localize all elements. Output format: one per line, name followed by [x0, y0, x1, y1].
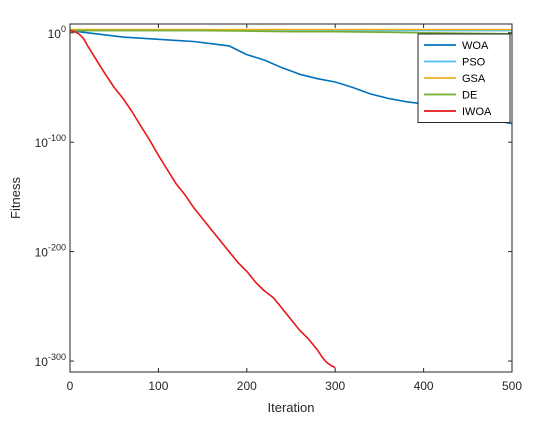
- plot-area-frame: [69, 23, 513, 373]
- legend-label-iwoa: IWOA: [462, 106, 492, 118]
- y-tick-label: 10-300: [35, 352, 66, 369]
- x-tick-label: 500: [502, 379, 522, 393]
- y-tick-label: 10-100: [35, 133, 66, 150]
- legend-label-pso: PSO: [462, 57, 486, 69]
- y-axis-title: Fitness: [8, 177, 23, 219]
- x-tick-label: 400: [414, 379, 434, 393]
- axis-layer: 0 100 200 300 400 500 100 10-100 10-200 10-300: [35, 24, 523, 393]
- y-tick-label: 100: [48, 24, 66, 41]
- x-tick-label: 100: [148, 379, 168, 393]
- y-tick-label: 10-200: [35, 243, 66, 260]
- x-axis-title: Iteration: [268, 400, 315, 415]
- x-tick-label: 0: [67, 379, 74, 393]
- series-line-iwoa: [70, 29, 336, 369]
- x-tick-label: 200: [237, 379, 257, 393]
- legend-label-woa: WOA: [462, 40, 489, 52]
- legend: WOA PSO GSA DE IWOA: [417, 33, 511, 123]
- legend-label-gsa: GSA: [462, 73, 486, 85]
- x-tick-label: 300: [325, 379, 345, 393]
- legend-label-de: DE: [462, 90, 477, 102]
- series-line-de: [70, 29, 512, 35]
